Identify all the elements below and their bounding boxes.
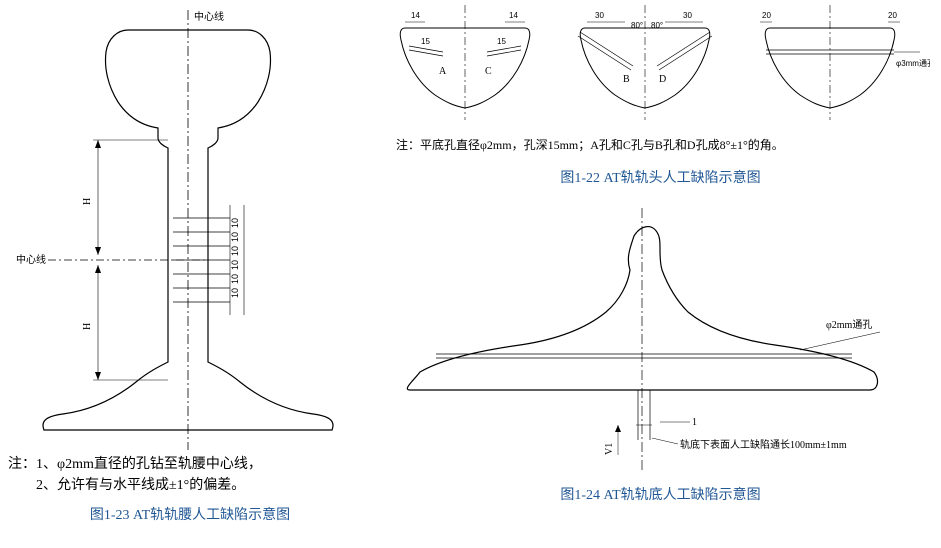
dim-v: V1 xyxy=(604,443,615,455)
svg-text:15: 15 xyxy=(497,37,506,46)
svg-text:D: D xyxy=(659,74,666,85)
bottom-note: 轨底下表面人工缺陷通长100mm±1mm xyxy=(680,438,847,451)
fig24-caption: 图1-24 AT轨轨底人工缺陷示意图 xyxy=(380,484,941,504)
fig23-note-line1: 注：1、φ2mm直径的孔钻至轨腰中心线， xyxy=(8,454,372,475)
centerline-label: 中心线 xyxy=(194,10,224,23)
fig22-note: 注：平底孔直径φ2mm，孔深15mm；A孔和C孔与B孔和D孔成8°±1°的角。 xyxy=(380,130,941,157)
svg-text:A: A xyxy=(439,66,447,77)
svg-text:20: 20 xyxy=(888,11,897,20)
fig23-note-line2: 2、允许有与水平线成±1°的偏差。 xyxy=(8,475,372,496)
svg-text:30: 30 xyxy=(595,11,604,20)
svg-text:10: 10 xyxy=(230,218,240,228)
fig24-svg: φ2mm通孔 V1 1 轨底下表面人工缺陷通长100mm±1mm xyxy=(380,200,920,490)
figure-1-24: φ2mm通孔 V1 1 轨底下表面人工缺陷通长100mm±1mm 图1-24 A… xyxy=(380,200,941,548)
svg-text:15: 15 xyxy=(421,37,430,46)
head3: 20 20 φ3mm通孔 xyxy=(760,5,930,120)
figure-1-23: 中心线 中心线 10 10 xyxy=(0,0,380,548)
fig23-caption: 图1-23 AT轨轨腰人工缺陷示意图 xyxy=(8,504,372,524)
head1: A C 14 14 15 15 xyxy=(400,5,530,120)
svg-text:20: 20 xyxy=(762,11,771,20)
center-side-label: 中心线 xyxy=(16,253,46,266)
dim-ladder: 10 10 10 10 10 10 xyxy=(230,205,244,315)
figure-1-22: A C 14 14 15 15 xyxy=(380,0,941,200)
dim-1: 1 xyxy=(692,417,697,428)
svg-text:80°: 80° xyxy=(631,21,643,30)
svg-text:φ3mm通孔: φ3mm通孔 xyxy=(896,58,930,68)
svg-text:80°: 80° xyxy=(651,21,663,30)
svg-text:10: 10 xyxy=(230,246,240,256)
svg-text:10: 10 xyxy=(230,232,240,242)
svg-text:10: 10 xyxy=(230,260,240,270)
rail-base-outline xyxy=(407,227,877,390)
head2: B D 30 30 80° 80° xyxy=(578,5,712,120)
svg-text:C: C xyxy=(485,66,492,77)
fig22-svg: A C 14 14 15 15 xyxy=(380,0,930,130)
svg-text:30: 30 xyxy=(683,11,692,20)
svg-text:14: 14 xyxy=(509,11,518,20)
svg-text:H: H xyxy=(82,323,93,330)
fig23-svg: 中心线 中心线 10 10 xyxy=(8,10,368,450)
through-label: φ2mm通孔 xyxy=(826,319,872,331)
svg-text:H: H xyxy=(82,198,93,205)
svg-text:14: 14 xyxy=(411,11,420,20)
svg-text:10: 10 xyxy=(230,274,240,284)
svg-text:B: B xyxy=(623,74,630,85)
fig23-note: 注：1、φ2mm直径的孔钻至轨腰中心线， 2、允许有与水平线成±1°的偏差。 xyxy=(8,454,372,496)
svg-text:10: 10 xyxy=(230,288,240,298)
fig22-caption: 图1-22 AT轨轨头人工缺陷示意图 xyxy=(380,167,941,187)
